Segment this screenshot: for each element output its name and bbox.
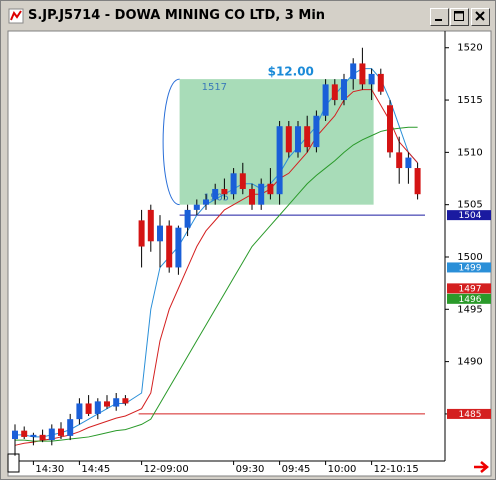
x-tick-label: 12-09:00 <box>144 464 189 475</box>
y-tick-label: 1520 <box>457 43 482 54</box>
minimize-button[interactable] <box>430 8 449 26</box>
price-tag <box>447 293 491 304</box>
candle-body <box>387 105 393 153</box>
price-tag-label: 1499 <box>459 263 482 273</box>
candle-body <box>85 403 92 414</box>
candle-body <box>304 126 311 148</box>
close-button[interactable] <box>471 8 490 26</box>
candle-body <box>276 126 283 195</box>
price-tag <box>447 283 491 294</box>
candle-body <box>147 209 154 242</box>
candle-body <box>138 220 145 247</box>
price-tag-label: 1496 <box>459 295 482 305</box>
candle-body <box>322 84 329 116</box>
candle-body <box>67 419 74 436</box>
chart: 1485149014951500150515101515152015171505… <box>7 30 492 477</box>
y-tick-label: 1505 <box>457 200 482 211</box>
x-tick-label: 14:45 <box>81 464 110 475</box>
candle-body <box>76 403 83 420</box>
x-tick-label: 09:30 <box>236 464 265 475</box>
candle-body <box>48 428 55 441</box>
candle-body <box>295 126 301 153</box>
candle-body <box>175 227 182 268</box>
candle-body <box>122 398 129 404</box>
scroll-box[interactable] <box>7 453 20 473</box>
price-tag-label: 1504 <box>459 211 482 221</box>
candle-body <box>331 84 338 101</box>
x-tick-label: 10:00 <box>328 464 357 475</box>
candle-body <box>414 168 421 195</box>
candle-body <box>30 434 37 437</box>
x-tick-label: 09:45 <box>282 464 311 475</box>
candle-body <box>58 428 64 436</box>
candle-body <box>239 173 246 189</box>
candle-body <box>221 188 228 195</box>
candle-body <box>166 225 173 268</box>
y-tick-label: 1500 <box>457 252 482 263</box>
candle-body <box>94 401 101 414</box>
x-tick-label: 14:30 <box>35 464 64 475</box>
candle-body <box>368 73 375 85</box>
box-bracket <box>162 78 180 206</box>
x-tick-label: 12-10:15 <box>374 464 419 475</box>
candle-body <box>230 173 237 195</box>
candle-body <box>267 183 274 195</box>
candle-body <box>377 73 384 92</box>
moving-average <box>14 89 418 446</box>
maximize-button[interactable] <box>450 8 469 26</box>
candle-body <box>21 430 28 437</box>
box-top-label: 1517 <box>202 82 227 93</box>
candle-body <box>157 225 163 242</box>
price-tag-label: 1497 <box>459 284 482 294</box>
candle-body <box>359 63 366 85</box>
candle-body <box>313 115 320 148</box>
candle-body <box>104 401 110 407</box>
candle-body <box>341 79 347 101</box>
candle-body <box>212 188 219 200</box>
candle-body <box>113 398 120 407</box>
candle-body <box>193 204 200 210</box>
window-title: S.JP.J5714 - DOWA MINING CO LTD, 3 Min <box>28 8 326 23</box>
scroll-arrow[interactable] <box>474 461 489 473</box>
price-tag <box>447 408 491 419</box>
candle-body <box>258 183 265 205</box>
candle-body <box>39 434 46 441</box>
y-tick-label: 1495 <box>457 304 482 315</box>
box-amount-label: $12.00 <box>268 65 314 79</box>
price-tag <box>447 210 491 221</box>
candle-body <box>285 126 292 153</box>
title-bar: S.JP.J5714 - DOWA MINING CO LTD, 3 Min <box>4 4 492 28</box>
y-tick-label: 1515 <box>457 95 482 106</box>
y-tick-label: 1490 <box>457 357 482 368</box>
candle-body <box>184 209 191 228</box>
y-tick-label: 1510 <box>457 147 482 158</box>
candle-body <box>350 63 357 80</box>
candle-body <box>405 157 412 169</box>
price-tag-label: 1485 <box>459 410 482 420</box>
moving-average <box>15 126 418 442</box>
candle-body <box>396 152 403 169</box>
app-icon <box>8 8 24 24</box>
candle-body <box>249 188 255 205</box>
price-tag <box>447 262 491 273</box>
candle-body <box>12 430 18 440</box>
candle-body <box>203 199 209 205</box>
